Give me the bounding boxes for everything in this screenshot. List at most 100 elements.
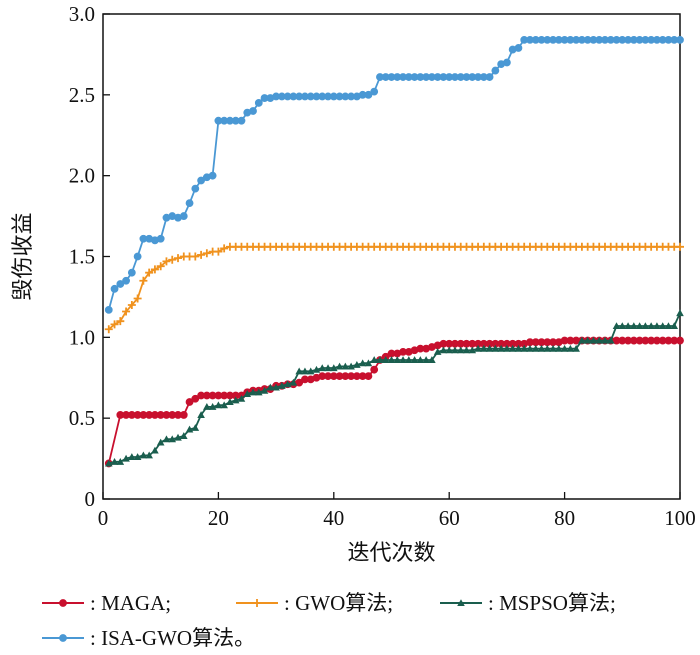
y-tick-label: 0 bbox=[85, 487, 96, 511]
data-point bbox=[555, 344, 563, 352]
data-point bbox=[179, 411, 188, 419]
data-point bbox=[306, 367, 315, 375]
legend-label: : MSPSO算法; bbox=[488, 591, 616, 615]
data-point bbox=[116, 458, 125, 465]
data-point bbox=[670, 322, 679, 330]
series-0 bbox=[104, 336, 684, 468]
data-point bbox=[497, 344, 505, 352]
series-2 bbox=[104, 309, 684, 467]
data-point bbox=[543, 344, 552, 352]
data-point bbox=[145, 268, 154, 277]
data-point bbox=[508, 344, 517, 352]
data-point bbox=[110, 320, 119, 329]
data-point bbox=[237, 394, 246, 402]
data-point bbox=[531, 344, 540, 352]
data-point bbox=[208, 403, 217, 410]
data-point bbox=[237, 116, 246, 125]
data-point bbox=[243, 390, 252, 397]
data-point bbox=[456, 346, 465, 354]
legend-item: : MSPSO算法; bbox=[440, 591, 616, 615]
data-point bbox=[191, 252, 200, 261]
data-point bbox=[653, 322, 661, 330]
data-point bbox=[635, 322, 644, 330]
data-point bbox=[220, 401, 228, 409]
data-point bbox=[104, 325, 113, 334]
data-point bbox=[127, 268, 136, 277]
y-tick-label: 1.0 bbox=[69, 325, 95, 349]
data-point bbox=[589, 336, 598, 344]
x-axis-title: 迭代次数 bbox=[347, 541, 435, 566]
data-point bbox=[549, 344, 557, 352]
data-point bbox=[502, 58, 511, 67]
data-point bbox=[514, 44, 523, 52]
data-point bbox=[393, 356, 402, 364]
data-point bbox=[335, 362, 344, 370]
y-tick-label: 1.5 bbox=[69, 245, 95, 269]
data-point bbox=[295, 367, 303, 375]
axes: 0 20 40 60 80 100 0 0.5 1.0 1.5 2.0 2.5 3.0 bbox=[69, 2, 696, 530]
y-tick-label: 2.0 bbox=[69, 164, 95, 188]
data-point bbox=[226, 398, 234, 406]
data-point bbox=[566, 344, 575, 352]
data-point bbox=[260, 386, 269, 394]
data-point bbox=[405, 356, 413, 364]
data-point bbox=[347, 362, 355, 370]
data-point bbox=[214, 401, 223, 409]
series-3 bbox=[104, 35, 684, 314]
data-point bbox=[433, 348, 442, 355]
series-1 bbox=[104, 242, 684, 334]
data-point bbox=[156, 262, 165, 271]
data-point bbox=[451, 346, 459, 354]
data-point bbox=[214, 247, 223, 256]
data-point bbox=[133, 252, 142, 261]
data-point bbox=[503, 344, 511, 352]
legend-marker bbox=[59, 634, 67, 642]
y-axis-title: 毁伤收益 bbox=[11, 212, 36, 300]
data-point bbox=[618, 322, 627, 330]
data-point bbox=[301, 367, 309, 375]
data-point bbox=[370, 365, 379, 374]
data-point bbox=[658, 322, 667, 330]
data-point bbox=[191, 424, 200, 431]
data-point bbox=[491, 344, 500, 352]
x-tick-label: 60 bbox=[439, 506, 460, 530]
data-point bbox=[370, 87, 379, 96]
data-point bbox=[122, 276, 130, 285]
data-point bbox=[122, 307, 131, 316]
data-point bbox=[151, 446, 159, 454]
data-point bbox=[664, 322, 673, 330]
data-point bbox=[168, 435, 177, 443]
data-point bbox=[324, 364, 332, 372]
data-point bbox=[381, 356, 390, 364]
data-point bbox=[231, 396, 240, 404]
data-point bbox=[150, 265, 159, 274]
x-tick-label: 100 bbox=[664, 506, 696, 530]
data-point bbox=[168, 255, 177, 264]
data-point bbox=[197, 250, 206, 259]
data-point bbox=[641, 322, 650, 330]
data-point bbox=[572, 344, 580, 352]
data-point bbox=[127, 301, 136, 309]
series-line bbox=[108, 312, 681, 465]
legend-label: : ISA-GWO算法。 bbox=[90, 626, 255, 650]
data-point bbox=[606, 336, 615, 344]
x-tick-label: 80 bbox=[554, 506, 575, 530]
data-point bbox=[203, 403, 211, 410]
data-point bbox=[370, 356, 378, 364]
data-point bbox=[676, 35, 684, 44]
data-point bbox=[185, 425, 194, 433]
data-point bbox=[624, 322, 632, 330]
data-point bbox=[595, 336, 604, 344]
data-point bbox=[480, 344, 488, 352]
data-point bbox=[179, 212, 188, 220]
data-point bbox=[387, 356, 396, 364]
data-point bbox=[491, 66, 500, 75]
legend-marker bbox=[59, 599, 67, 607]
data-point bbox=[416, 356, 425, 364]
data-point bbox=[583, 336, 592, 344]
data-point bbox=[358, 359, 367, 367]
data-point bbox=[266, 383, 275, 391]
data-point bbox=[612, 322, 621, 330]
data-point bbox=[156, 438, 165, 446]
x-tick-label: 0 bbox=[98, 506, 109, 530]
